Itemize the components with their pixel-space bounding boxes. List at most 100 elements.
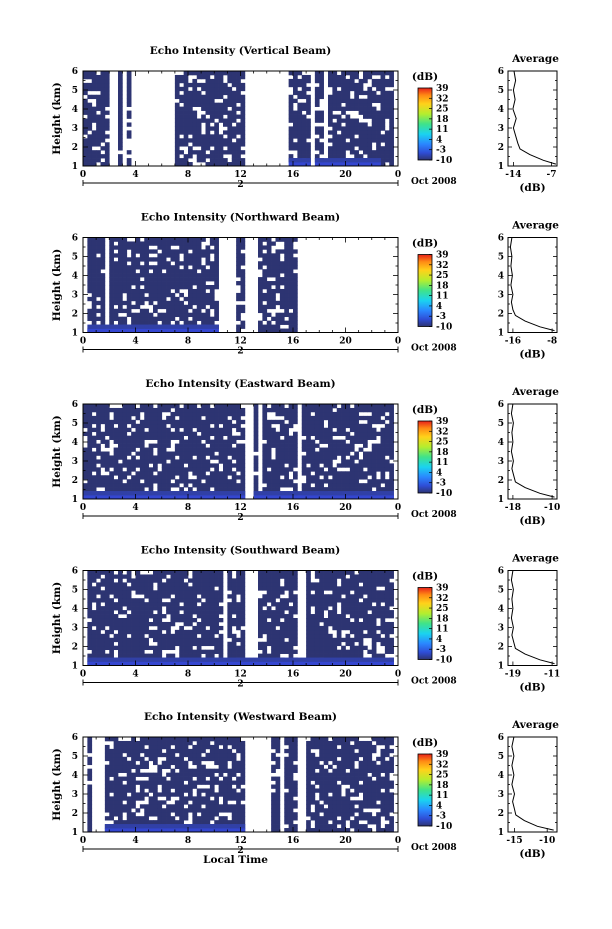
echo-cell [100, 126, 106, 131]
echo-cell [91, 483, 97, 488]
echo-cell [109, 269, 114, 274]
echo-cell [363, 443, 368, 448]
echo-cell [192, 586, 198, 591]
echo-cell [157, 407, 163, 413]
echo-cell [209, 249, 215, 254]
echo-cell [83, 118, 88, 123]
echo-cell [201, 586, 206, 591]
echo-cell [384, 645, 390, 651]
echo-cell [293, 146, 298, 151]
echo-cell [144, 618, 149, 623]
echo-cell [240, 590, 246, 595]
echo-cell [271, 582, 276, 587]
echo-cell [174, 82, 180, 88]
echo-cell [113, 415, 119, 421]
echo-cell [135, 316, 141, 321]
echo-cell [166, 653, 171, 658]
y-tick-label: 2 [72, 143, 78, 153]
echo-cell [371, 411, 377, 417]
echo-cell [174, 281, 180, 286]
echo-cell [144, 653, 149, 658]
echo-cell [166, 606, 171, 611]
echo-cell [279, 602, 285, 607]
echo-cell [91, 158, 97, 163]
echo-cell [83, 459, 88, 464]
echo-cell [183, 407, 189, 413]
echo-cell [148, 653, 154, 658]
echo-cell [288, 245, 294, 250]
echo-cell [109, 653, 114, 658]
echo-cell [113, 411, 119, 417]
echo-cell [279, 237, 285, 242]
echo-cell [170, 578, 176, 583]
echo-cell [341, 455, 346, 460]
echo-cell [376, 479, 381, 484]
echo-cell [367, 621, 373, 627]
echo-cell [345, 649, 351, 654]
echo-cell [183, 637, 189, 643]
echo-cell-low [100, 328, 106, 333]
echo-cell [109, 277, 114, 282]
echo-cell [83, 162, 88, 167]
echo-cell [293, 304, 298, 310]
echo-cell [179, 138, 184, 143]
echo-cell [371, 415, 377, 421]
echo-cell [293, 324, 298, 329]
echo-cell [227, 653, 233, 658]
echo-cell [363, 645, 368, 651]
echo-cell [284, 237, 289, 242]
echo-cell [288, 257, 294, 262]
echo-cell [104, 102, 110, 107]
echo-cell [240, 633, 246, 639]
echo-cell [196, 451, 202, 456]
echo-cell [279, 419, 285, 425]
echo-cell [284, 614, 289, 619]
echo-cell [174, 304, 180, 310]
echo-cell [218, 447, 224, 452]
echo-cell [306, 439, 311, 444]
echo-cell [384, 633, 390, 639]
echo-cell-low [126, 324, 132, 329]
echo-cell [109, 296, 114, 302]
echo-cell [179, 241, 184, 246]
echo-cell [349, 467, 355, 472]
echo-cell-low [96, 328, 101, 333]
echo-cell [236, 142, 241, 147]
echo-cell [139, 645, 145, 651]
echo-cell [118, 78, 123, 84]
echo-cell [275, 265, 281, 270]
average-y-tick-label: 5 [498, 86, 504, 96]
echo-cell [161, 594, 167, 599]
echo-cell [253, 439, 259, 444]
echo-cell [196, 296, 202, 302]
echo-cell [275, 606, 281, 611]
echo-cell [87, 407, 93, 413]
echo-cell [271, 602, 276, 607]
echo-cell [358, 463, 364, 468]
echo-cell [319, 606, 324, 611]
echo-cell [135, 614, 141, 619]
echo-cell [288, 296, 294, 302]
echo-cell [166, 586, 171, 591]
echo-cell [196, 483, 202, 488]
echo-cell [161, 645, 167, 651]
echo-cell [279, 459, 285, 464]
echo-cell [214, 570, 219, 575]
echo-cell [144, 269, 149, 274]
echo-cell [166, 570, 171, 575]
echo-cell [271, 621, 276, 627]
echo-cell [301, 404, 307, 409]
echo-cell [87, 74, 93, 80]
echo-cell [209, 653, 215, 658]
echo-cell [148, 447, 154, 452]
echo-cell [148, 296, 154, 302]
echo-cell [376, 487, 381, 492]
echo-cell [87, 411, 93, 417]
echo-cell [135, 257, 141, 262]
echo-cell [91, 439, 97, 444]
echo-cell [236, 645, 241, 651]
echo-cell [371, 82, 377, 88]
echo-cell [170, 606, 176, 611]
echo-cell [87, 419, 93, 425]
echo-cell [179, 273, 184, 278]
